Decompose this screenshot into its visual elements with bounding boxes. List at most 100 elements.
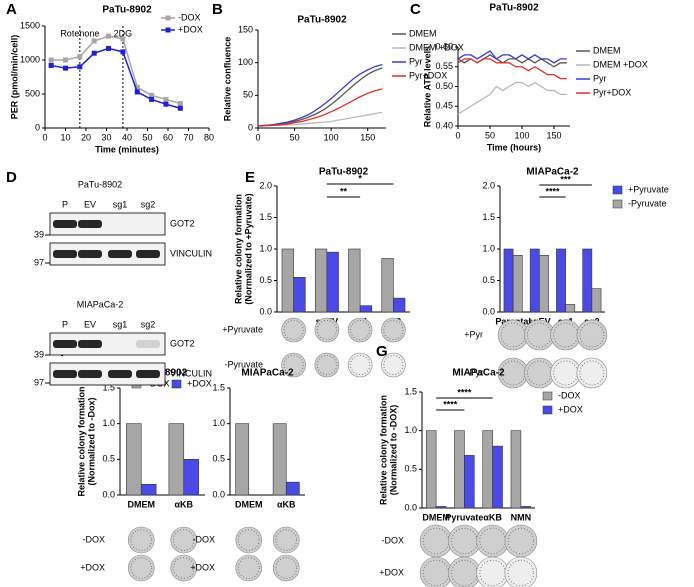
marker [63, 57, 68, 63]
chart-title: PaTu-8902 [297, 15, 347, 26]
colony-well [381, 352, 406, 378]
legend-label: DMEM +DOX [593, 59, 648, 69]
legend-label: DMEM [593, 45, 621, 55]
series-line [457, 58, 567, 80]
blot-band [78, 220, 102, 228]
x-tick-label: 70 [183, 132, 193, 142]
colony-well [347, 317, 373, 343]
x-tick-label: DMEM [235, 499, 263, 509]
image-row-label: +Pyr [464, 329, 483, 339]
y-tick-label: 2.0 [259, 180, 272, 190]
legend-swatch [612, 185, 623, 195]
colony-well [314, 352, 340, 378]
bar [235, 423, 250, 496]
colony-well [127, 526, 155, 554]
bar [556, 248, 566, 313]
bar [582, 248, 593, 313]
legend-label: +DOX [178, 24, 203, 34]
marker [106, 45, 112, 51]
series-line [51, 47, 181, 110]
y-tick-label: 1.5 [482, 212, 495, 222]
marker [91, 38, 97, 44]
x-tick-label: 50 [485, 130, 495, 140]
y-axis-label: Relative colony formation [233, 194, 243, 304]
blot-band [53, 220, 77, 228]
colony-well [170, 526, 198, 554]
legend-swatch [542, 405, 553, 415]
legend-swatch [165, 15, 171, 21]
colony-well [419, 556, 453, 587]
y-tick-label: 100 [238, 57, 253, 67]
marker [163, 96, 169, 102]
significance-label: **** [457, 387, 472, 397]
colony-well [127, 554, 155, 582]
lane-label: sg1 [113, 319, 128, 329]
bar [520, 506, 532, 509]
marker [177, 101, 183, 107]
y-tick-label: 1.0 [212, 418, 225, 428]
y-axis-label: Relative colony formation [378, 395, 388, 505]
significance-label: **** [545, 186, 560, 196]
x-tick-label: 0 [42, 132, 47, 142]
colony-texture [579, 322, 605, 348]
series-line [457, 50, 567, 64]
x-tick-label: DMEM [128, 499, 156, 509]
series-line [457, 81, 567, 115]
blot-band [53, 250, 77, 258]
panel-label: B [212, 1, 223, 18]
colony-texture [383, 354, 404, 376]
band-label: VINCULIN [170, 368, 212, 378]
bar [591, 288, 602, 313]
legend-label: DMEM [409, 28, 437, 38]
y-tick-label: 0.0 [482, 306, 495, 316]
x-tick-label: 50 [290, 132, 300, 142]
mw-marker: 97 [34, 377, 44, 387]
colony-texture [275, 529, 298, 551]
colony-well [550, 319, 581, 351]
bar [293, 277, 306, 313]
bar [326, 251, 339, 313]
x-axis-label: Time (hours) [487, 142, 541, 152]
legend-label: -DOX [178, 12, 201, 22]
bar [140, 483, 157, 496]
y-tick-label: 1.5 [404, 386, 417, 396]
colony-texture [507, 527, 535, 555]
colony-well [272, 526, 300, 554]
chart-title: MIAPaCa-2 [241, 368, 294, 379]
y-tick-label: 1.0 [404, 425, 417, 435]
mw-marker: 39 [34, 349, 44, 359]
bar [393, 297, 406, 313]
legend-label: +Pyruvate [628, 184, 669, 194]
bar [359, 305, 373, 313]
colony-well [524, 319, 555, 351]
significance-label: * [358, 173, 362, 183]
colony-well [314, 317, 340, 343]
image-row-label: +DOX [190, 562, 215, 572]
bar [492, 445, 503, 509]
y-tick-label: 0.40 [435, 120, 453, 130]
blot-band [136, 370, 160, 378]
panel-label: G [376, 343, 388, 360]
y-tick-label: 0.60 [435, 41, 453, 51]
series-line [51, 35, 181, 105]
y-tick-label: 1.5 [102, 382, 115, 392]
blot-band [78, 250, 102, 258]
x-tick-label: 150 [546, 130, 561, 140]
y-tick-label: 0.55 [435, 61, 453, 71]
panel-label: C [410, 1, 421, 18]
colony-well [235, 526, 263, 554]
image-row-label: -Pyr [467, 367, 484, 377]
y-tick-label: 0.0 [102, 489, 115, 499]
x-tick-label: 40 [122, 132, 132, 142]
blot-title: MIAPaCa-2 [77, 299, 124, 309]
lane-label: EV [84, 199, 96, 209]
lane-label: sg2 [141, 319, 156, 329]
legend-label: -Pyruvate [628, 198, 667, 208]
colony-well [281, 317, 306, 343]
x-tick-label: 80 [204, 132, 214, 142]
bar [510, 430, 522, 509]
image-row-label: +Pyruvate [222, 324, 263, 334]
colony-well [448, 556, 481, 587]
legend-label: Pyr [409, 56, 423, 66]
bar [464, 455, 475, 509]
